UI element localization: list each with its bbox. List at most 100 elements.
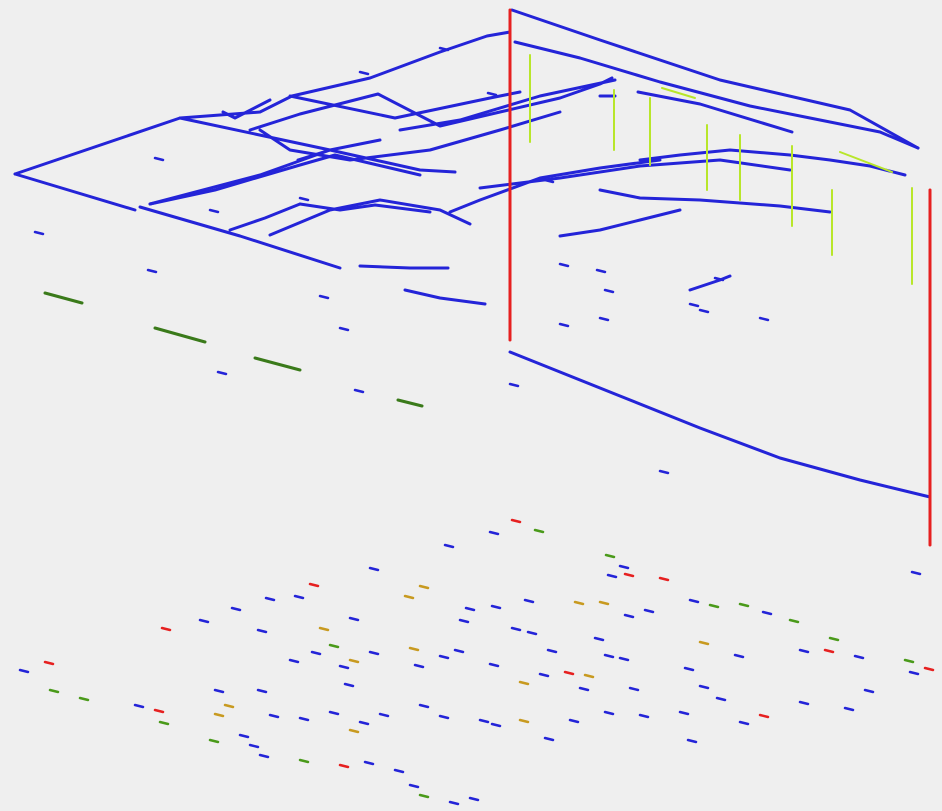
floor-marker	[523, 598, 535, 604]
floor-marker	[393, 768, 405, 774]
floor-marker	[348, 658, 360, 664]
pipe-segment	[268, 198, 472, 237]
floor-marker	[458, 618, 470, 624]
floor-marker	[573, 600, 585, 606]
floor-marker	[213, 688, 225, 694]
floor-marker	[343, 682, 355, 688]
pipe-segment	[478, 158, 792, 190]
floor-marker	[338, 664, 350, 670]
floor-marker	[510, 518, 522, 524]
floor-marker	[328, 710, 340, 716]
pipe-segment	[138, 205, 342, 270]
floor-marker	[563, 670, 575, 676]
floor-marker	[623, 572, 635, 578]
floor-marker	[823, 648, 835, 654]
floor-marker	[758, 713, 770, 719]
floor-marker	[403, 594, 415, 600]
floor-marker	[408, 646, 420, 652]
floor-marker	[788, 618, 800, 624]
pipe-segment	[636, 90, 794, 134]
pipe-segment	[221, 98, 272, 120]
floor-marker	[146, 268, 158, 274]
floor-marker	[543, 736, 555, 742]
pipe-segment	[513, 40, 920, 150]
floor-marker	[828, 636, 840, 642]
pipe-segment	[358, 264, 450, 270]
floor-marker	[43, 660, 55, 666]
floor-marker	[223, 703, 235, 709]
floor-marker	[258, 753, 270, 759]
floor-markers	[18, 46, 935, 806]
floor-marker	[160, 626, 172, 632]
floor-marker	[413, 663, 425, 669]
fixture-segment	[253, 356, 302, 372]
pipe-segment	[248, 76, 614, 132]
floor-marker	[353, 388, 365, 394]
floor-marker	[678, 710, 690, 716]
floor-marker	[486, 91, 498, 97]
pipe-segment	[178, 116, 457, 174]
floor-marker	[543, 178, 555, 184]
floor-marker	[593, 636, 605, 642]
floor-marker	[256, 628, 268, 634]
floor-marker	[658, 469, 670, 475]
floor-marker	[33, 230, 45, 236]
floor-marker	[418, 703, 430, 709]
floor-marker	[18, 668, 30, 674]
floor-marker	[638, 713, 650, 719]
floor-marker	[216, 370, 228, 376]
floor-marker	[318, 626, 330, 632]
floor-marker	[438, 654, 450, 660]
floor-marker	[298, 758, 310, 764]
floor-marker	[603, 653, 615, 659]
floor-marker	[733, 653, 745, 659]
floor-marker	[48, 688, 60, 694]
floor-marker	[558, 262, 570, 268]
floor-marker	[538, 672, 550, 678]
floor-marker	[698, 308, 710, 314]
floor-marker	[798, 648, 810, 654]
vertical-risers	[508, 8, 932, 547]
floor-marker	[526, 630, 538, 636]
floor-marker	[264, 596, 276, 602]
floor-marker	[568, 718, 580, 724]
floor-marker	[488, 530, 500, 536]
floor-marker	[298, 716, 310, 722]
floor-marker	[318, 294, 330, 300]
floor-marker	[378, 712, 390, 718]
floor-marker	[338, 763, 350, 769]
floor-marker	[298, 196, 310, 202]
floor-marker	[761, 610, 773, 616]
floor-marker	[288, 658, 300, 664]
floor-marker	[595, 268, 607, 274]
floor-marker	[453, 648, 465, 654]
floor-marker	[256, 688, 268, 694]
floor-marker	[546, 648, 558, 654]
floor-marker	[348, 616, 360, 622]
floor-marker	[363, 760, 375, 766]
floor-marker	[843, 706, 855, 712]
floor-marker	[686, 738, 698, 744]
floor-marker	[518, 718, 530, 724]
floor-marker	[533, 528, 545, 534]
pipe-network	[13, 8, 932, 499]
floor-marker	[758, 316, 770, 322]
floor-marker	[853, 654, 865, 660]
floor-marker	[358, 720, 370, 726]
floor-marker	[408, 783, 420, 789]
floor-marker	[208, 738, 220, 744]
floor-marker	[418, 793, 430, 799]
pipe-segment	[258, 110, 562, 162]
floor-marker	[698, 684, 710, 690]
floor-marker	[688, 302, 700, 308]
floor-marker	[308, 582, 320, 588]
pipe-segment	[148, 153, 422, 206]
pipe-segment	[298, 202, 432, 214]
floor-marker	[603, 710, 615, 716]
floor-marker	[618, 564, 630, 570]
floor-marker	[133, 703, 145, 709]
floor-marker	[863, 688, 875, 694]
floor-marker	[578, 686, 590, 692]
